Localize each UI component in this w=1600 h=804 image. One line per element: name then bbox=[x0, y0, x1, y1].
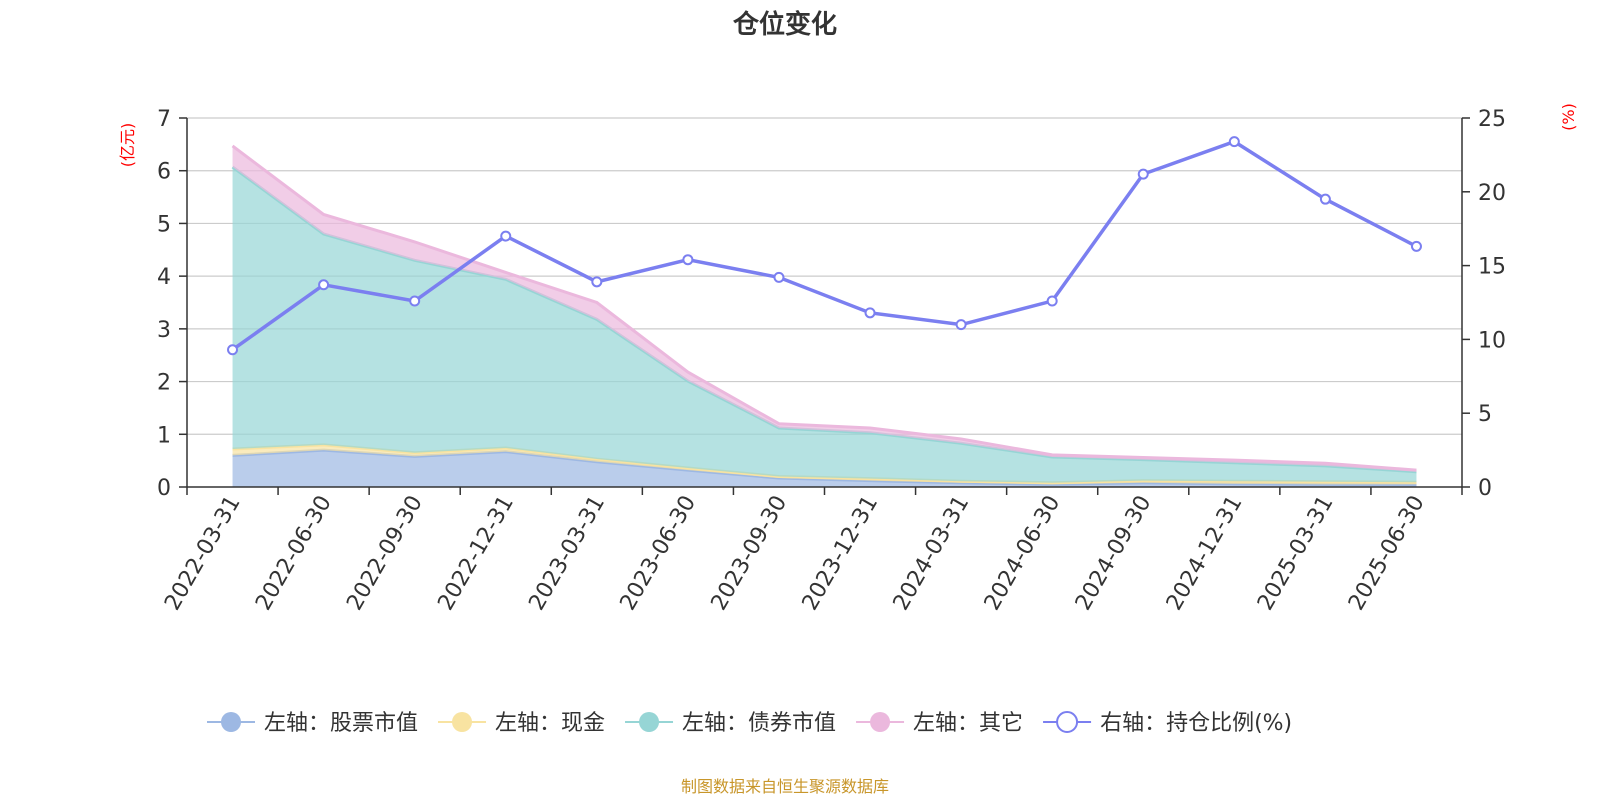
chart-title: 仓位变化 bbox=[732, 9, 837, 40]
area-series-1 bbox=[232, 450, 1417, 487]
ratio-point bbox=[500, 230, 512, 242]
left-tick-label: 6 bbox=[157, 160, 171, 185]
x-tick-label: 2024-12-31 bbox=[1162, 492, 1248, 615]
right-axis-unit: (%) bbox=[1559, 103, 1578, 131]
legend-swatch-marker bbox=[221, 712, 241, 732]
ratio-point bbox=[1410, 240, 1422, 252]
left-tick-label: 3 bbox=[157, 318, 171, 343]
area-edge-series-4 bbox=[231, 144, 1417, 472]
ratio-point bbox=[1319, 193, 1331, 205]
ratio-point bbox=[591, 276, 603, 288]
ratio-point bbox=[682, 254, 694, 266]
left-tick-label: 5 bbox=[157, 212, 171, 237]
ratio-line bbox=[231, 139, 1418, 352]
legend-swatch-marker bbox=[452, 712, 473, 732]
x-tick-label: 2024-09-30 bbox=[1071, 492, 1157, 615]
legend-label: 左轴：债券市值 bbox=[682, 711, 836, 736]
x-tick-label: 2024-03-31 bbox=[889, 492, 975, 615]
ratio-point bbox=[318, 279, 330, 291]
ratio-point bbox=[409, 295, 421, 307]
right-tick-label: 10 bbox=[1478, 328, 1506, 353]
x-tick-label: 2023-03-31 bbox=[524, 492, 610, 615]
legend-item-5: 右轴：持仓比例(%) bbox=[1043, 711, 1292, 736]
ratio-point bbox=[1137, 168, 1149, 180]
legend-item-4: 左轴：其它 bbox=[856, 711, 1023, 736]
legend-swatch-marker bbox=[870, 712, 891, 732]
x-tick-label: 2025-06-30 bbox=[1344, 492, 1430, 615]
x-tick-label: 2022-09-30 bbox=[342, 492, 428, 615]
ratio-point bbox=[1228, 136, 1240, 148]
left-tick-label: 0 bbox=[157, 476, 171, 501]
left-tick-label: 7 bbox=[157, 107, 171, 132]
left-tick-label: 1 bbox=[157, 423, 171, 448]
area-series-2 bbox=[232, 444, 1417, 485]
legend-item-2: 左轴：现金 bbox=[438, 711, 605, 736]
x-tick-label: 2023-12-31 bbox=[798, 492, 884, 615]
right-tick-label: 25 bbox=[1478, 107, 1506, 132]
legend-item-1: 左轴：股票市值 bbox=[207, 711, 418, 736]
x-tick-label: 2023-09-30 bbox=[707, 492, 793, 615]
left-tick-label: 2 bbox=[157, 371, 171, 396]
ratio-point bbox=[773, 271, 785, 283]
x-tick-label: 2022-06-30 bbox=[251, 492, 337, 615]
area-series-3 bbox=[232, 167, 1417, 483]
right-tick-label: 5 bbox=[1478, 402, 1492, 427]
ratio-point bbox=[864, 307, 876, 319]
legend-label: 左轴：其它 bbox=[913, 711, 1023, 736]
left-axis-unit: (亿元) bbox=[118, 123, 137, 168]
x-tick-label: 2022-03-31 bbox=[160, 492, 246, 615]
right-tick-label: 0 bbox=[1478, 476, 1492, 501]
ratio-point bbox=[227, 344, 239, 356]
left-tick-label: 4 bbox=[157, 265, 171, 290]
legend-swatch-marker bbox=[639, 712, 660, 732]
x-tick-label: 2024-06-30 bbox=[980, 492, 1066, 615]
x-tick-label: 2022-12-31 bbox=[433, 492, 519, 615]
x-tick-label: 2023-06-30 bbox=[616, 492, 702, 615]
right-tick-label: 20 bbox=[1478, 181, 1506, 206]
ratio-point bbox=[955, 319, 967, 331]
data-source-note: 制图数据来自恒生聚源数据库 bbox=[681, 777, 889, 796]
legend-label: 左轴：现金 bbox=[495, 711, 605, 736]
right-tick-label: 15 bbox=[1478, 255, 1506, 280]
ratio-point bbox=[1046, 295, 1058, 307]
legend-item-3: 左轴：债券市值 bbox=[625, 711, 836, 736]
legend-label: 右轴：持仓比例(%) bbox=[1100, 711, 1292, 736]
legend-swatch-marker bbox=[1056, 711, 1079, 733]
legend-label: 左轴：股票市值 bbox=[264, 711, 418, 736]
x-tick-label: 2025-03-31 bbox=[1253, 492, 1339, 615]
